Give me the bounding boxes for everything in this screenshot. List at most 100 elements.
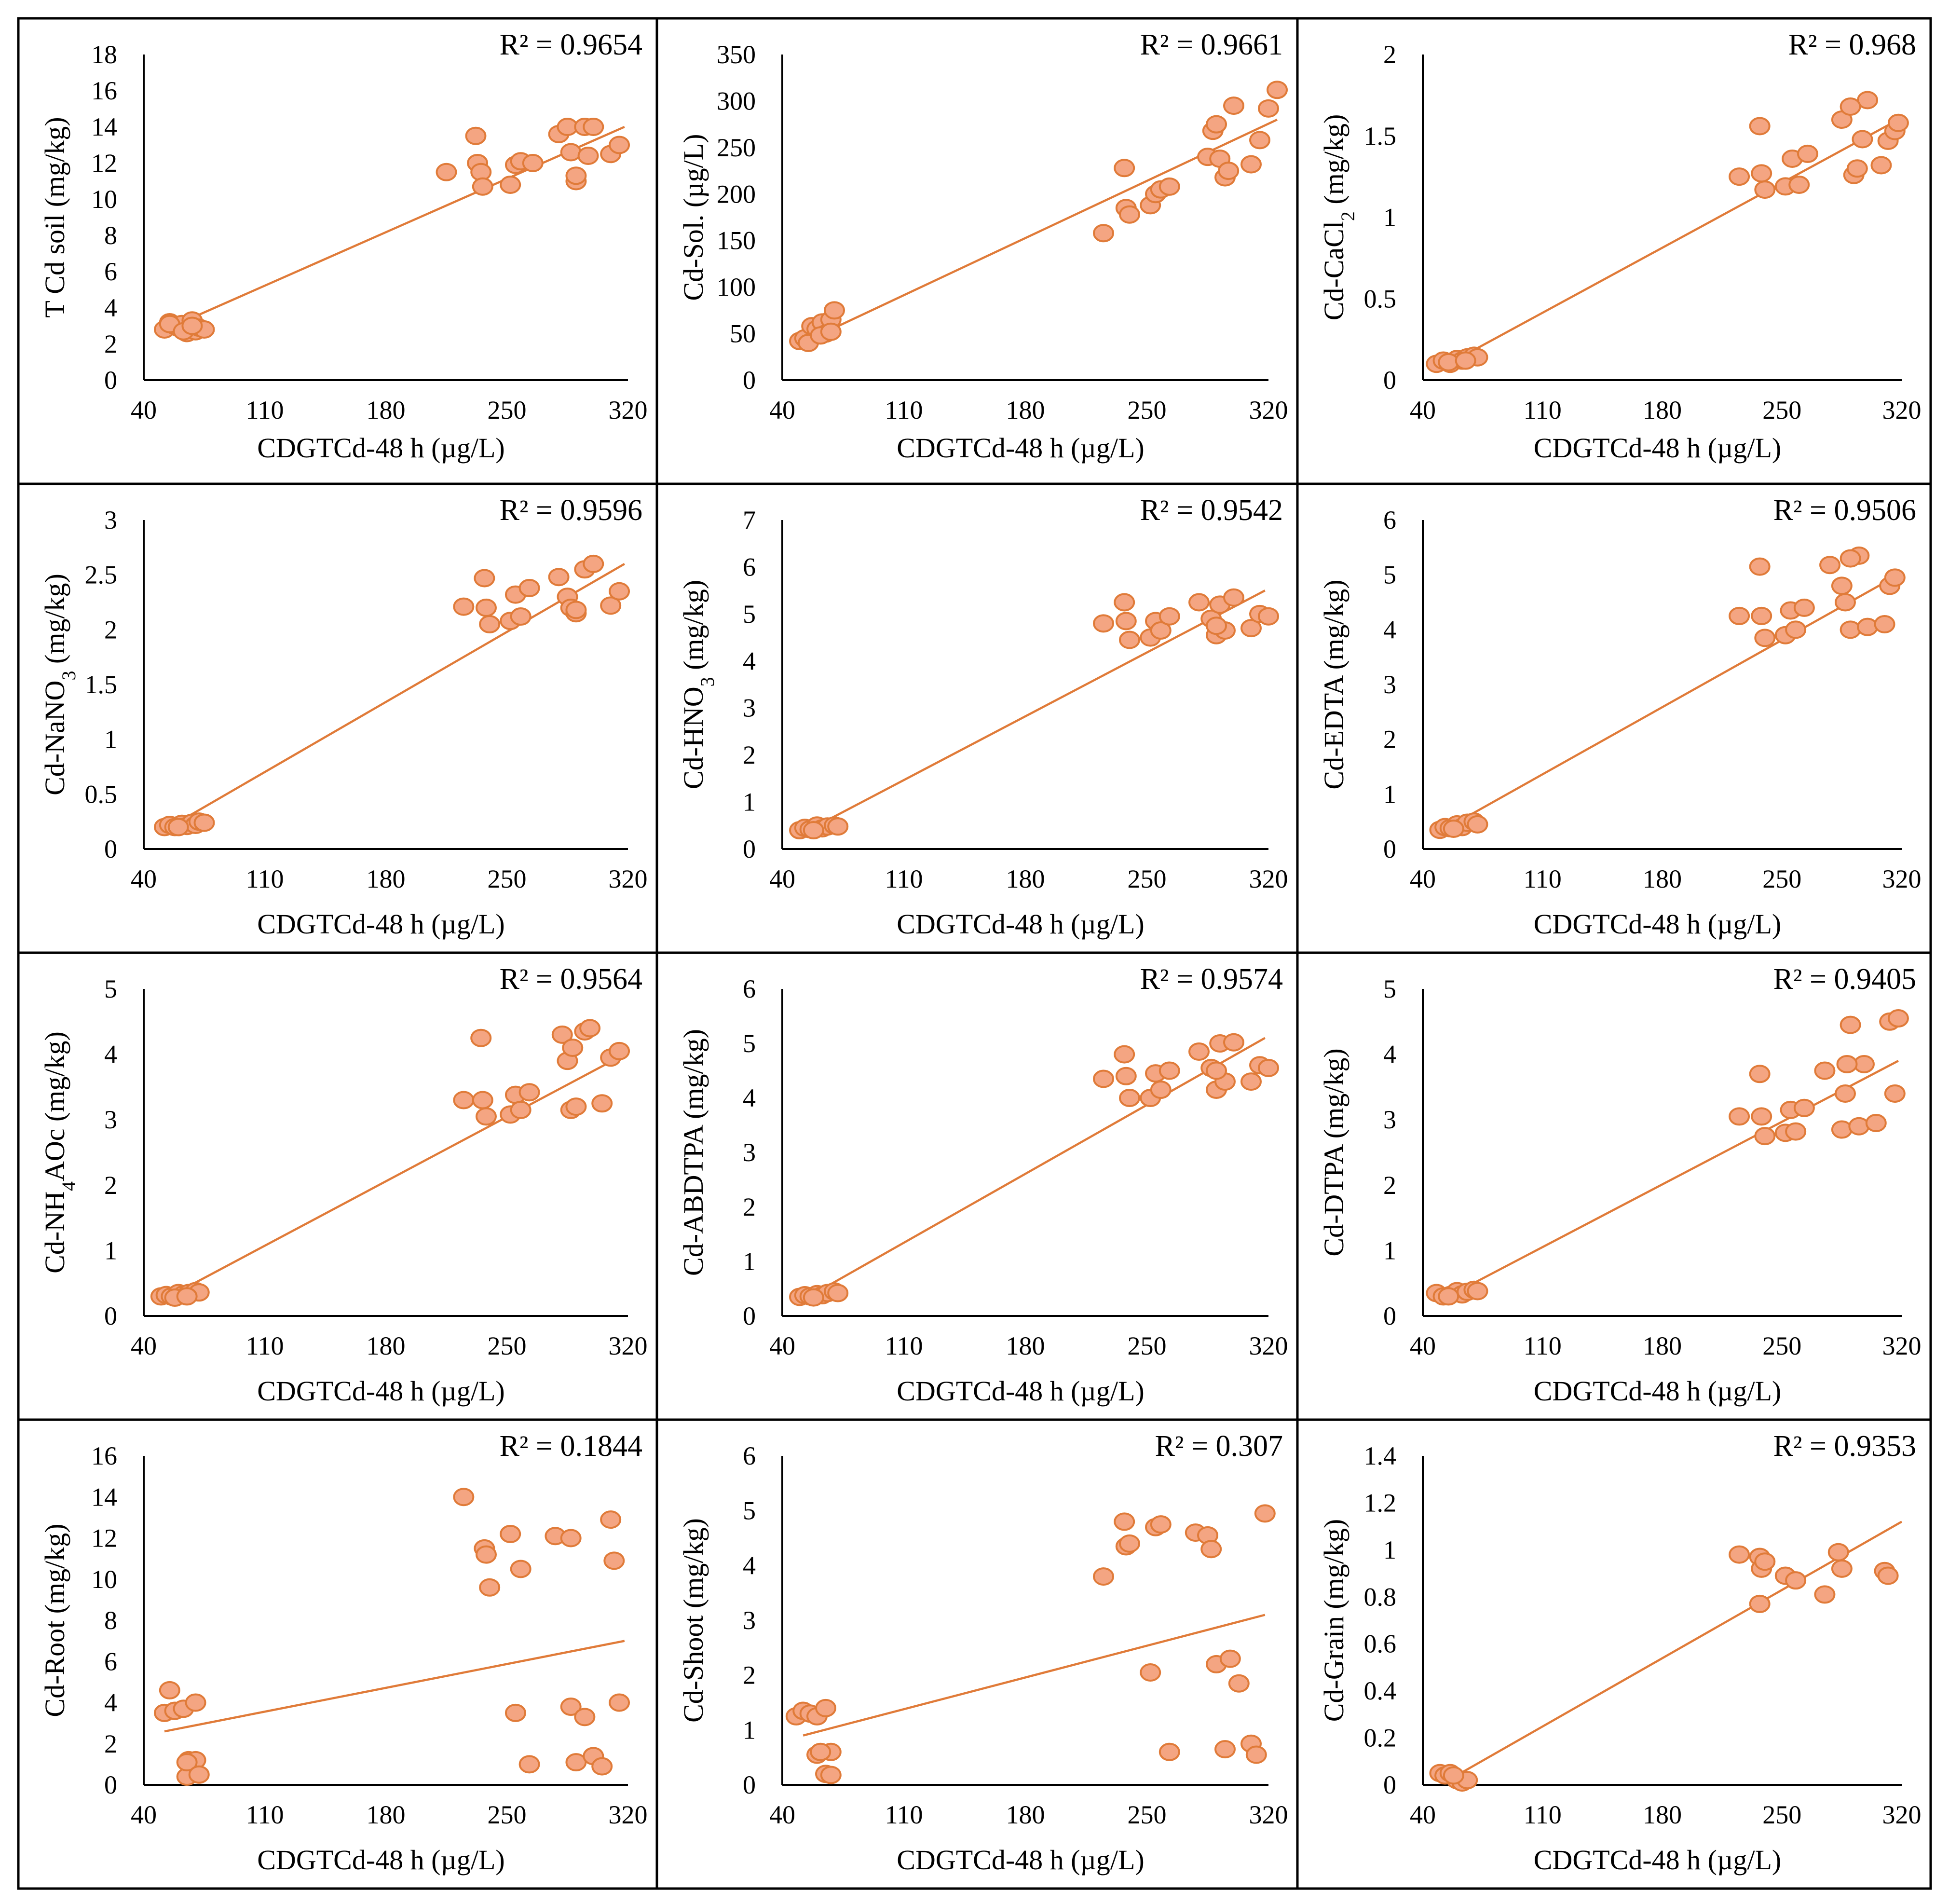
x-tick-label: 250 <box>1762 1800 1801 1829</box>
y-tick-label: 4 <box>743 1083 756 1112</box>
data-point <box>465 126 487 145</box>
data-point <box>1831 1559 1853 1578</box>
data-point <box>810 1742 831 1761</box>
data-point <box>167 818 189 836</box>
y-tick-label: 3 <box>104 1105 117 1134</box>
r2-annotation: R² = 0.9405 <box>1773 963 1916 996</box>
y-tick-label: 2 <box>104 329 117 358</box>
data-point <box>1814 1061 1836 1080</box>
x-tick-label: 180 <box>1006 1800 1045 1829</box>
panel-9: 0 1 2 3 4 5 40 110 180 250 320 CDGTCd-48 h (µg/L) Cd… <box>1318 963 1922 1407</box>
y-tick-label: 4 <box>104 1040 117 1069</box>
data-point <box>1223 96 1244 115</box>
x-tick-label: 250 <box>1762 864 1801 893</box>
y-axis-label: Cd-EDTA (mg/kg) <box>1318 579 1349 789</box>
data-point <box>474 569 495 588</box>
y-tick-label: 4 <box>1383 1040 1396 1069</box>
y-tick-label: 4 <box>743 1551 756 1580</box>
data-point <box>1258 99 1279 118</box>
y-axis-label: Cd-NaNO3 (mg/kg) <box>39 574 80 795</box>
trendline <box>807 589 1266 832</box>
y-tick-label: 0 <box>104 835 117 863</box>
data-point <box>1206 616 1227 635</box>
data-point <box>1834 593 1856 612</box>
panel-10: 0 2 4 6 8 10 12 14 16 40 110 180 250 320 CDGTCd-48 h (… <box>39 1430 648 1876</box>
x-tick-label: 40 <box>769 1800 795 1829</box>
x-tick-label: 180 <box>1643 864 1682 893</box>
y-tick-label: 2 <box>1383 725 1396 754</box>
data-point <box>1749 557 1771 576</box>
y-tick-label: 1 <box>1383 1236 1396 1265</box>
data-point <box>820 322 842 341</box>
y-tick-label: 4 <box>743 646 756 675</box>
data-point <box>1119 1089 1140 1107</box>
y-tick-label: 5 <box>743 1496 756 1525</box>
data-point <box>1150 1081 1172 1099</box>
x-axis-label: CDGTCd-48 h (µg/L) <box>257 1375 504 1407</box>
data-point <box>609 582 630 601</box>
data-point <box>470 1028 492 1047</box>
data-point <box>1840 549 1861 568</box>
y-tick-label: 16 <box>91 76 117 105</box>
x-tick-label: 110 <box>1524 1800 1562 1829</box>
r2-annotation: R² = 0.1844 <box>500 1430 642 1463</box>
panel-1: 0 2 4 6 8 10 12 14 16 18 40 110 180 250 320 CDGTCd-48 h… <box>39 28 648 464</box>
data-point <box>1877 1566 1899 1585</box>
data-point <box>1219 1649 1241 1668</box>
y-axis-label: Cd-HNO3 (mg/kg) <box>678 580 718 789</box>
y-tick-label: 0 <box>743 1301 756 1330</box>
data-point <box>1793 1098 1815 1117</box>
panel-8: 0 1 2 3 4 5 6 40 110 180 250 320 CDGTCd-48 h (µg/L) C… <box>678 963 1288 1407</box>
data-point <box>518 1083 540 1102</box>
x-tick-label: 320 <box>1882 1331 1922 1360</box>
y-tick-label: 5 <box>104 974 117 1003</box>
r2-annotation: R² = 0.9506 <box>1773 494 1916 527</box>
y-tick-label: 2 <box>743 1192 756 1221</box>
data-point <box>815 1699 836 1717</box>
y-tick-label: 0 <box>104 1770 117 1799</box>
data-point <box>560 143 582 162</box>
data-point <box>1114 159 1135 178</box>
trendline <box>169 125 625 329</box>
r2-annotation: R² = 0.9596 <box>500 494 642 527</box>
y-tick-label: 350 <box>717 40 756 69</box>
data-point <box>500 1524 521 1543</box>
data-point <box>609 1693 630 1712</box>
y-tick-label: 0.5 <box>85 780 118 808</box>
data-point <box>1455 351 1476 370</box>
data-point <box>1749 1594 1771 1613</box>
y-tick-label: 6 <box>743 1441 756 1470</box>
data-point <box>548 568 570 587</box>
y-tick-label: 3 <box>104 506 117 534</box>
data-point <box>583 554 604 573</box>
x-tick-label: 320 <box>1882 1800 1922 1829</box>
data-point <box>560 1698 582 1716</box>
data-point <box>1840 620 1861 639</box>
data-point <box>479 615 501 633</box>
data-point <box>1206 1061 1227 1080</box>
data-point <box>159 1681 180 1699</box>
x-tick-label: 320 <box>609 1331 648 1360</box>
x-axis-label: CDGTCd-48 h (µg/L) <box>1534 908 1781 940</box>
x-tick-label: 40 <box>131 396 157 425</box>
panel-5: 0 1 2 3 4 5 6 7 40 110 180 250 320 CDGTCd-48 h (µg/L)… <box>678 494 1288 940</box>
data-point <box>475 598 497 617</box>
r2-annotation: R² = 0.9542 <box>1140 494 1283 527</box>
data-point <box>1751 164 1772 183</box>
data-point <box>453 597 475 616</box>
y-tick-label: 200 <box>717 179 756 208</box>
x-axis-label: CDGTCd-48 h (µg/L) <box>897 1375 1144 1407</box>
data-point <box>1114 593 1135 612</box>
y-tick-label: 1 <box>104 1236 117 1265</box>
x-tick-label: 110 <box>246 864 284 893</box>
y-tick-label: 1 <box>1383 203 1396 232</box>
y-tick-label: 8 <box>104 221 117 250</box>
data-point <box>1249 131 1270 150</box>
x-tick-label: 110 <box>1524 396 1562 425</box>
data-point <box>188 1765 210 1784</box>
data-point <box>827 817 849 836</box>
data-point <box>803 1288 824 1307</box>
y-tick-label: 2 <box>743 1661 756 1690</box>
y-tick-label: 2 <box>104 1729 117 1758</box>
y-tick-label: 2 <box>1383 40 1396 69</box>
